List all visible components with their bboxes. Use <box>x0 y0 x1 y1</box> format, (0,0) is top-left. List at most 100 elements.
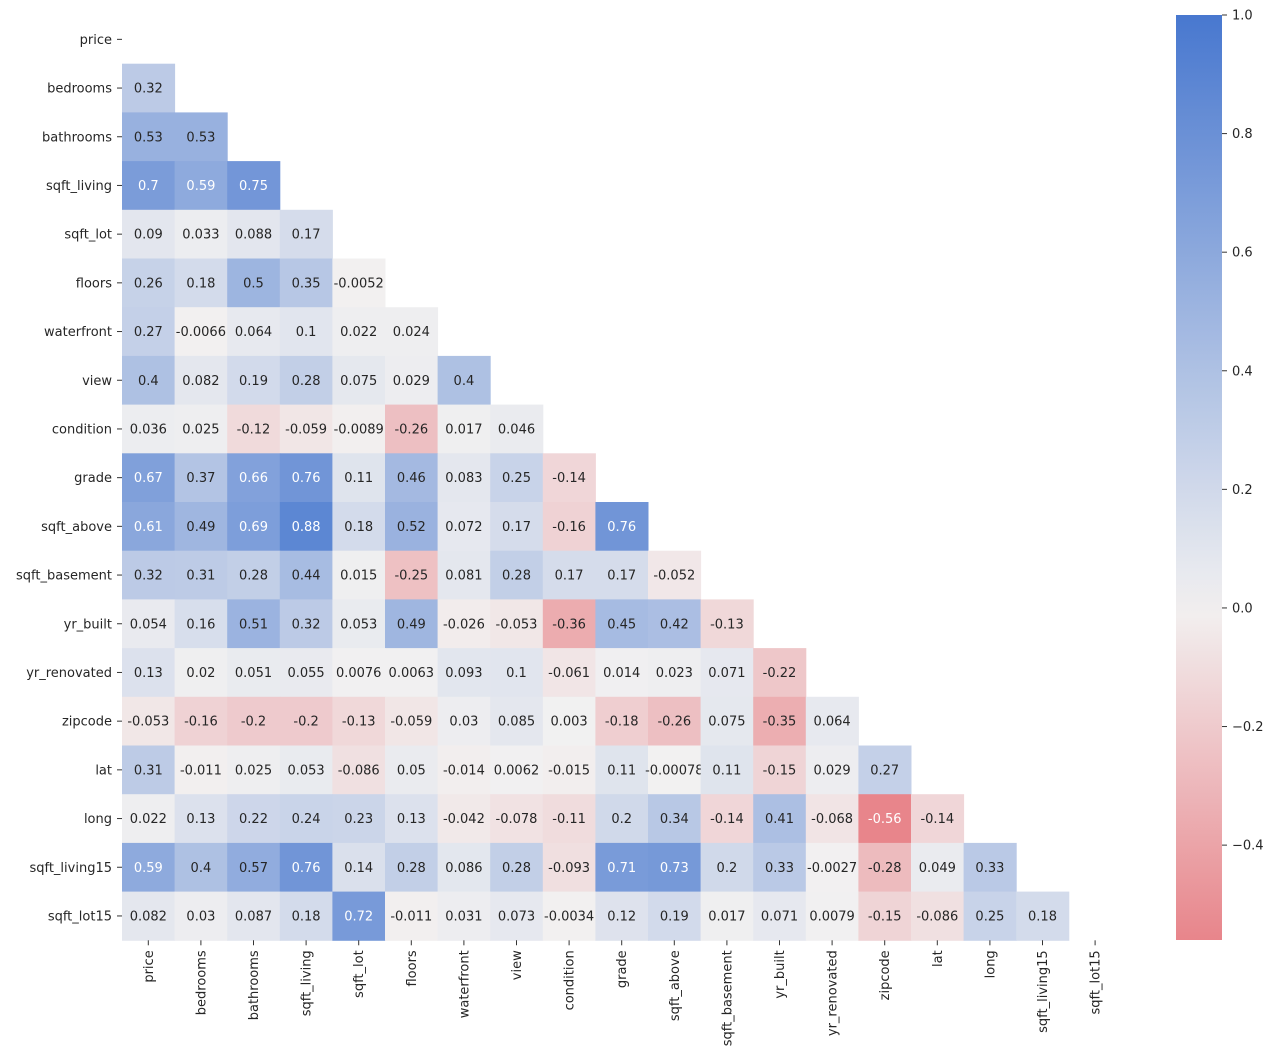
cell-value-label: -0.22 <box>763 666 797 681</box>
cell-value-label: 0.087 <box>235 909 272 924</box>
cell-value-label: -0.086 <box>338 763 380 778</box>
heatmap-cell-sqft_lot15-yr_built <box>753 891 807 941</box>
heatmap-cell-waterfront-bedrooms <box>174 307 228 357</box>
heatmap-cell-yr_renovated-grade <box>595 648 649 698</box>
heatmap-cell-view-price <box>122 355 176 406</box>
x-tick-label-zipcode: zipcode <box>878 950 893 1000</box>
cell-value-label: 0.31 <box>186 569 215 584</box>
x-tick-label-sqft_basement: sqft_basement <box>720 950 735 1046</box>
heatmap-cell-yr_renovated-sqft_basement <box>700 648 754 698</box>
cell-value-label: -0.0027 <box>807 861 857 876</box>
cell-value-label: 0.17 <box>607 569 636 584</box>
heatmap-cell-long-grade <box>595 794 649 844</box>
heatmap-cell-sqft_lot15-grade <box>595 891 649 941</box>
colorbar-tick-label: −0.2 <box>1232 720 1264 735</box>
y-tick-label-long: long <box>84 812 112 827</box>
cell-value-label: 0.081 <box>445 569 482 584</box>
cell-value-label: -0.042 <box>443 812 485 827</box>
heatmap-cell-long-waterfront <box>437 794 491 844</box>
x-tick-label-price: price <box>142 950 157 982</box>
cell-value-label: 0.064 <box>235 325 272 340</box>
cell-value-label: -0.2 <box>241 715 266 730</box>
cell-value-label: -0.061 <box>548 666 590 681</box>
cell-value-label: 0.09 <box>134 228 163 243</box>
cell-value-label: 0.11 <box>712 763 741 778</box>
heatmap-cell-zipcode-floors <box>385 696 439 746</box>
heatmap-cell-sqft_basement-waterfront <box>437 550 491 600</box>
heatmap-cell-yr_built-sqft_living <box>279 599 333 649</box>
cell-value-label: 0.2 <box>717 861 738 876</box>
cell-value-label: 0.32 <box>134 569 163 584</box>
heatmap-cell-grade-view <box>490 453 544 503</box>
cell-value-label: 0.022 <box>340 325 377 340</box>
cell-value-label: 0.67 <box>134 471 163 486</box>
heatmap-cell-lat-zipcode <box>858 745 912 795</box>
colorbar-tick-label: −0.4 <box>1232 839 1264 854</box>
y-tick-label-price: price <box>80 33 112 48</box>
heatmap-cell-sqft_above-view <box>490 502 544 552</box>
heatmap-cell-long-bathrooms <box>227 794 281 844</box>
heatmap-cell-sqft_lot-bedrooms <box>174 209 228 259</box>
y-tick-label-condition: condition <box>52 422 112 437</box>
heatmap-cell-grade-floors <box>385 453 439 503</box>
heatmap-cell-lat-waterfront <box>437 745 491 795</box>
heatmap-cell-sqft_lot15-long <box>963 891 1017 941</box>
heatmap-cell-view-bedrooms <box>174 355 228 406</box>
heatmap-cell-sqft_living15-condition <box>542 842 596 893</box>
cell-value-label: 0.28 <box>397 861 426 876</box>
y-tick-label-sqft_lot15: sqft_lot15 <box>48 909 112 924</box>
heatmap-cell-zipcode-bathrooms <box>227 696 281 746</box>
heatmap-cell-long-floors <box>385 794 439 844</box>
cell-value-label: 0.4 <box>454 374 475 389</box>
cell-value-label: 0.029 <box>393 374 430 389</box>
cell-value-label: 0.075 <box>708 715 745 730</box>
cell-value-label: 0.76 <box>292 471 321 486</box>
heatmap-cell-sqft_living15-yr_built <box>753 842 807 893</box>
heatmap-cell-condition-price <box>122 404 176 454</box>
heatmap-cell-zipcode-yr_built <box>753 696 807 746</box>
cell-value-label: -0.086 <box>916 909 958 924</box>
heatmap-cell-sqft_lot15-condition <box>542 891 596 941</box>
cell-value-label: 0.015 <box>340 569 377 584</box>
cell-value-label: 0.33 <box>975 861 1004 876</box>
colorbar-tick-label: 0.8 <box>1232 127 1253 142</box>
heatmap-cell-yr_renovated-sqft_above <box>648 648 702 698</box>
heatmap-cell-long-condition <box>542 794 596 844</box>
heatmap-cell-lat-view <box>490 745 544 795</box>
heatmap-cell-sqft_living15-sqft_living <box>279 842 333 893</box>
cell-value-label: -0.053 <box>496 617 538 632</box>
heatmap-cell-sqft_lot15-zipcode <box>858 891 912 941</box>
cell-value-label: 0.0079 <box>809 909 855 924</box>
heatmap-cell-long-sqft_above <box>648 794 702 844</box>
heatmap-cell-sqft_lot15-sqft_basement <box>700 891 754 941</box>
colorbar: 1.0 0.8 0.6 0.4 0.2 0.0 −0.2 −0.4 <box>1176 9 1264 940</box>
heatmap-cell-yr_built-waterfront <box>437 599 491 649</box>
cell-value-label: -0.026 <box>443 617 485 632</box>
cell-value-label: 0.0063 <box>389 666 435 681</box>
heatmap-cell-yr_built-sqft_above <box>648 599 702 649</box>
heatmap-cell-yr_built-bathrooms <box>227 599 281 649</box>
heatmap-cell-view-bathrooms <box>227 355 281 406</box>
cell-value-label: 0.051 <box>235 666 272 681</box>
cell-value-label: 0.13 <box>397 812 426 827</box>
cell-value-label: 0.017 <box>445 422 482 437</box>
cell-value-label: 0.082 <box>130 909 167 924</box>
x-tick-label-grade: grade <box>615 950 630 988</box>
heatmap-cell-sqft_basement-bathrooms <box>227 550 281 600</box>
cell-value-label: 0.33 <box>765 861 794 876</box>
cell-value-label: 0.72 <box>344 909 373 924</box>
heatmap-cell-view-waterfront <box>437 355 491 406</box>
cell-value-label: 0.093 <box>445 666 482 681</box>
cell-value-label: 0.57 <box>239 861 268 876</box>
cell-value-label: 0.28 <box>502 569 531 584</box>
cell-value-label: 0.1 <box>506 666 527 681</box>
cell-value-label: 0.37 <box>186 471 215 486</box>
cell-value-label: 0.22 <box>239 812 268 827</box>
cell-value-label: 0.28 <box>239 569 268 584</box>
heatmap-cell-sqft_living15-sqft_above <box>648 842 702 893</box>
heatmap-cell-sqft_above-grade <box>595 502 649 552</box>
heatmap-cell-sqft_basement-condition <box>542 550 596 600</box>
heatmap-cell-condition-sqft_lot <box>332 404 386 454</box>
cell-value-label: 0.2 <box>611 812 632 827</box>
heatmap-cell-lat-price <box>122 745 176 795</box>
